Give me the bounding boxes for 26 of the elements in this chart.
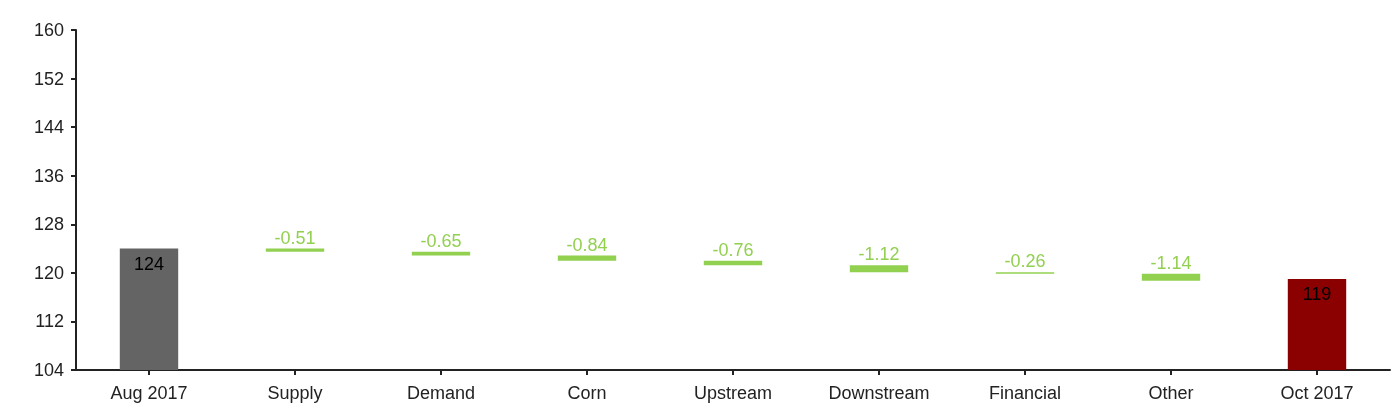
data-label: -1.14 (1150, 252, 1192, 273)
x-tick-label: Oct 2017 (1280, 383, 1354, 403)
data-label: -0.84 (566, 234, 608, 255)
y-tick-label: 144 (33, 117, 64, 138)
y-tick-label: 112 (35, 311, 64, 332)
x-tick-label: Supply (267, 383, 323, 403)
y-tick-label: 120 (33, 262, 64, 283)
data-label: -1.12 (858, 244, 900, 265)
y-tick-label: 104 (33, 360, 64, 380)
data-label: -0.51 (274, 227, 316, 248)
data-label: -0.65 (420, 230, 462, 251)
x-tick-label: Upstream (693, 383, 773, 403)
data-label: 119 (1302, 283, 1332, 304)
x-tick-label: Other (1148, 383, 1194, 403)
data-label: -0.26 (1004, 251, 1046, 272)
x-tick-label: Corn (567, 383, 607, 403)
x-tick-label: Financial (988, 383, 1062, 403)
y-tick-label: 160 (33, 20, 64, 40)
x-tick-label: Downstream (828, 383, 930, 403)
data-label: 124 (133, 253, 165, 274)
data-label: -0.76 (712, 239, 754, 260)
y-tick-label: 136 (33, 165, 64, 186)
y-tick-label: 128 (33, 214, 64, 235)
y-tick-label: 152 (33, 68, 64, 89)
x-tick-label: Demand (406, 383, 476, 403)
x-tick-label: Aug 2017 (110, 383, 188, 403)
